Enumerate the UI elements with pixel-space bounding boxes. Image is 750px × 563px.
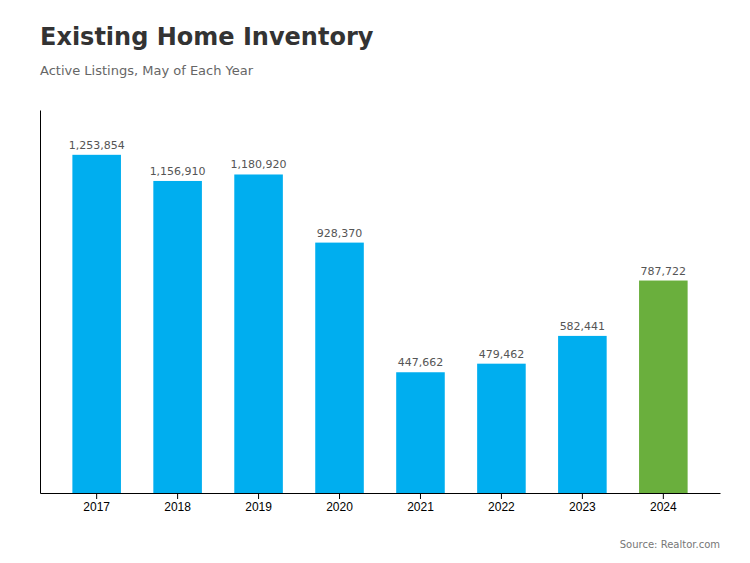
bar [315,243,364,493]
data-label: 447,662 [398,356,444,369]
bars [72,155,687,493]
data-label: 787,722 [641,265,687,278]
x-tick-label: 2017 [83,500,110,514]
data-label: 1,180,920 [231,158,287,171]
bar [153,181,202,493]
x-tick: 2017 [83,493,110,514]
data-label: 479,462 [479,348,525,361]
x-tick-mark [420,493,421,499]
x-tick-mark [501,493,502,499]
x-tick-label: 2022 [488,500,515,514]
subtitle: Active Listings, May of Each Year [40,63,254,78]
x-tick-mark [96,493,97,499]
x-tick-label: 2024 [650,500,677,514]
plot: 1,253,854 1,156,910 1,180,920 928,370 447,66… [41,111,721,514]
data-label: 1,156,910 [150,165,206,178]
data-label: 582,441 [560,320,606,333]
bar [639,281,688,493]
x-tick: 2021 [407,493,434,514]
bar [558,336,607,493]
bar [477,364,526,493]
bar [72,155,121,493]
x-tick-label: 2021 [407,500,434,514]
x-axis: 2017 2018 2019 2020 2021 2022 2023 2024 [41,493,721,514]
x-tick-label: 2020 [326,500,353,514]
y-axis [40,111,41,494]
x-tick: 2020 [326,493,353,514]
y-axis-line [40,111,41,494]
x-tick-mark [663,493,664,499]
x-tick: 2023 [569,493,596,514]
x-tick-mark [258,493,259,499]
bar [234,174,283,493]
data-labels: 1,253,854 1,156,910 1,180,920 928,370 447,66… [69,139,686,369]
x-tick-mark [177,493,178,499]
x-tick: 2024 [650,493,677,514]
chart: Existing Home Inventory Active Listings, … [0,0,750,563]
title: Existing Home Inventory [40,23,374,51]
x-tick-label: 2018 [164,500,191,514]
x-tick-label: 2019 [245,500,272,514]
data-label: 928,370 [317,227,363,240]
x-tick-label: 2023 [569,500,596,514]
x-tick-mark [339,493,340,499]
annotation: Source: Realtor.com [620,539,720,550]
x-tick: 2019 [245,493,272,514]
x-tick: 2022 [488,493,515,514]
bar [396,372,445,493]
x-axis-line [41,493,721,494]
x-tick-mark [582,493,583,499]
x-tick: 2018 [164,493,191,514]
data-label: 1,253,854 [69,139,125,152]
